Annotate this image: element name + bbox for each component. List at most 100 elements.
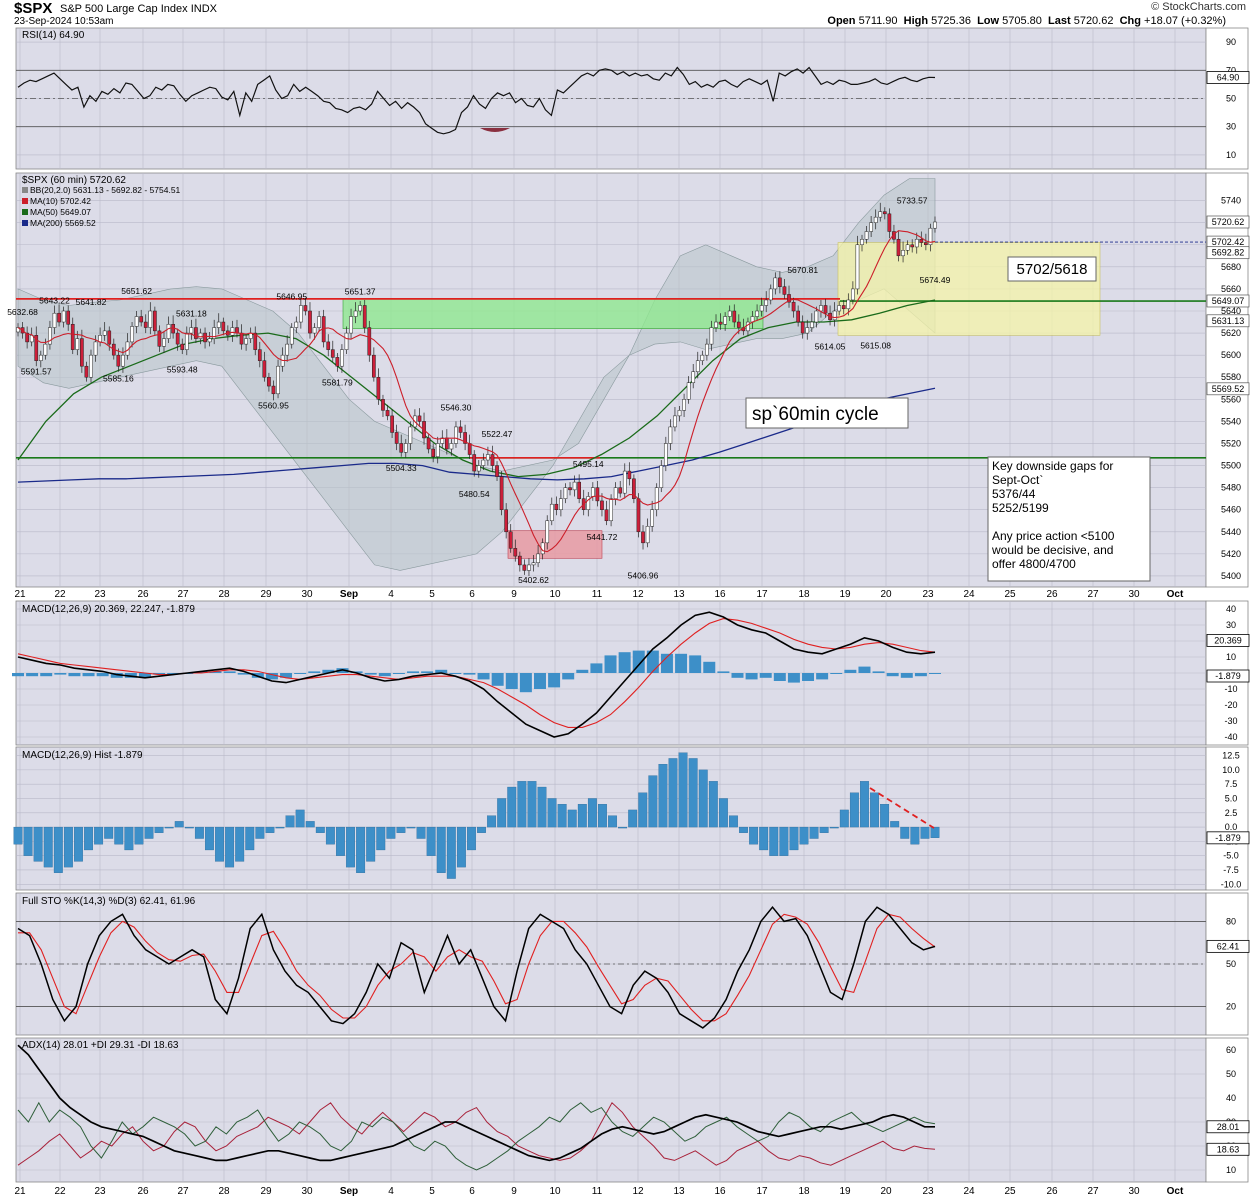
candle-body-200	[928, 227, 933, 246]
candle-body-10	[61, 310, 66, 323]
candle-body-44	[216, 321, 221, 328]
candle-body-43	[212, 327, 217, 339]
candle-body-68	[326, 341, 331, 350]
hist-bar-9	[104, 826, 114, 839]
price-legend-2: MA(50) 5649.07	[30, 207, 91, 217]
price-point-label-7: 5591.57	[21, 366, 52, 376]
candle-body-14	[80, 338, 84, 367]
candle-body-101	[476, 465, 481, 472]
macd-hist-bar-28	[407, 671, 420, 673]
legend-swatch-1	[22, 198, 28, 204]
hist-bar-67	[688, 758, 698, 828]
hist-bar-12	[134, 826, 144, 845]
xaxis-top-label-15: 12	[632, 589, 644, 600]
macd-hist-bar-32	[463, 673, 476, 675]
xaxis-top-label-10: 5	[429, 589, 435, 600]
hist-bar-29	[305, 821, 315, 828]
candle-body-156	[727, 310, 732, 317]
candle-body-7	[48, 327, 52, 345]
hist-last-tag-text: -1.879	[1215, 833, 1241, 843]
candle-body-12	[70, 323, 75, 350]
macd-hist-bar-45	[646, 650, 659, 673]
rsi-ytick-2: 50	[1226, 94, 1236, 104]
xaxis-bottom-label-20: 19	[839, 1186, 851, 1197]
hist-bar-74	[759, 826, 769, 851]
hist-bar-22	[235, 826, 245, 862]
price-ytick-3: 5680	[1221, 262, 1241, 272]
xaxis-top-label-28: Oct	[1167, 589, 1184, 600]
candle-body-108	[508, 531, 513, 549]
candle-body-177	[823, 305, 828, 314]
xaxis-bottom-label-1: 22	[54, 1186, 66, 1197]
hist-bar-4	[53, 826, 63, 873]
xaxis-bottom-label-28: Oct	[1167, 1186, 1184, 1197]
candle-body-128	[600, 500, 604, 510]
adx-minus-last-tag-text: 18.63	[1217, 1144, 1240, 1154]
xaxis-top-label-21: 20	[880, 589, 892, 600]
xaxis-top-label-23: 24	[963, 589, 975, 600]
candle-body-50	[244, 338, 248, 345]
price-point-label-22: 5615.08	[860, 341, 891, 351]
candle-body-65	[312, 327, 317, 334]
price-ytick-11: 5520	[1221, 438, 1241, 448]
macd-line	[17, 611, 936, 738]
timestamp: 23-Sep-2024 10:53am	[14, 16, 114, 27]
macd-hist-bar-1	[26, 673, 39, 677]
high-label: High	[903, 15, 929, 27]
candle-body-164	[764, 299, 769, 306]
low-value: 5705.80	[1002, 15, 1042, 27]
hist-bar-3	[43, 826, 53, 868]
hist-bar-23	[245, 826, 255, 851]
price-ytick-0: 5740	[1221, 196, 1241, 206]
price-point-label-16: 5495.14	[573, 459, 604, 469]
price-ytick-12: 5500	[1221, 461, 1241, 471]
hist-bar-15	[164, 826, 174, 829]
xaxis-top-label-17: 16	[714, 589, 726, 600]
candle-body-17	[93, 341, 98, 356]
candle-body-116	[545, 520, 550, 544]
candle-body-100	[472, 454, 477, 472]
candle-body-15	[84, 365, 89, 378]
candle-body-134	[627, 470, 632, 480]
candle-body-133	[622, 470, 627, 494]
candle-body-26	[134, 316, 139, 327]
macd-hist-bar-40	[576, 669, 589, 673]
hist-bar-63	[648, 775, 658, 828]
price-tag-text-1: 5702.42	[1212, 237, 1245, 247]
macd-ytick-6: -20	[1224, 700, 1237, 710]
price-legend-0: BB(20,2.0) 5631.13 - 5692.82 - 5754.51	[30, 185, 181, 195]
price-tag-text-5: 5569.52	[1212, 384, 1245, 394]
hist-bar-2	[33, 826, 43, 862]
rsi-last-tag	[1206, 71, 1250, 84]
hist-ytick-1: 10.0	[1222, 765, 1240, 775]
macd-hist-bar-50	[717, 671, 730, 673]
xaxis-bottom-label-24: 25	[1004, 1186, 1016, 1197]
candle-body-83	[394, 432, 399, 444]
xaxis-bottom-label-19: 18	[798, 1186, 810, 1197]
xaxis-bottom-label-8: Sep	[340, 1186, 358, 1197]
price-legend-3: MA(200) 5569.52	[30, 218, 96, 228]
xaxis-bottom-label-21: 20	[880, 1186, 892, 1197]
price-point-label-14: 5504.33	[386, 463, 417, 473]
candle-body-54	[262, 360, 267, 378]
last-value: 5720.62	[1073, 15, 1114, 27]
candle-body-98	[463, 432, 467, 444]
open-label: Open	[827, 15, 856, 27]
xaxis-top-label-22: 23	[922, 589, 934, 600]
macd-hist-bar-44	[632, 650, 645, 673]
candle-body-199	[924, 242, 928, 246]
xaxis-bottom-label-22: 23	[922, 1186, 934, 1197]
candle-body-86	[408, 426, 413, 444]
hist-bar-87	[890, 821, 900, 828]
candle-body-99	[467, 443, 472, 455]
adx-line	[17, 1044, 935, 1162]
xaxis-top-label-7: 30	[301, 589, 313, 600]
xaxis-bottom-label-4: 27	[177, 1186, 189, 1197]
hist-bar-36	[376, 826, 386, 851]
rsi-ytick-4: 10	[1226, 150, 1236, 160]
candle-body-147	[686, 382, 691, 400]
adx-minus-di-line	[17, 1101, 936, 1166]
macd-hist-bar-25	[364, 673, 377, 675]
sto-ytick-2: 20	[1226, 1002, 1236, 1012]
hist-bar-71	[729, 815, 738, 828]
